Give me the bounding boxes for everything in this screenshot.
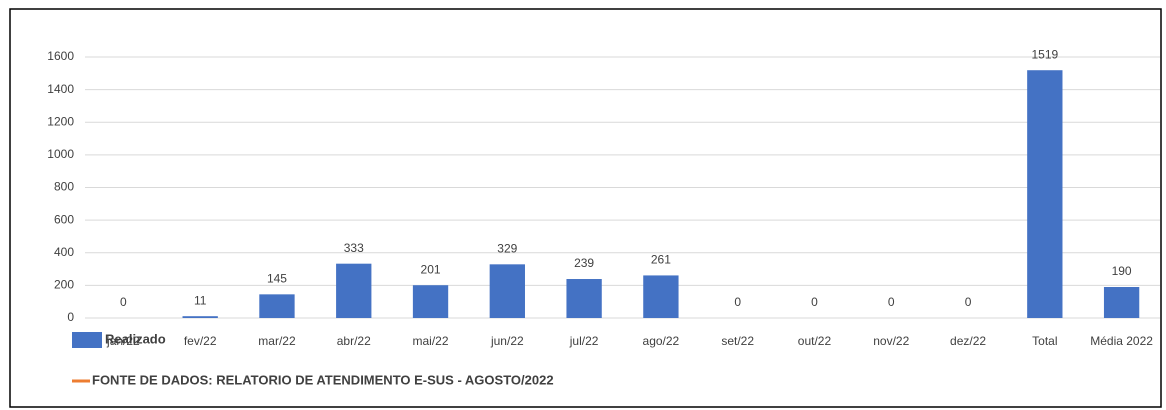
data-label: 0 <box>811 295 818 309</box>
y-tick-label: 1400 <box>47 82 74 96</box>
data-label: 11 <box>194 293 207 307</box>
x-tick-label: Total <box>1032 334 1057 348</box>
data-label: 0 <box>120 295 127 309</box>
bar <box>1027 70 1063 318</box>
data-label: 0 <box>965 295 972 309</box>
data-label: 0 <box>888 295 895 309</box>
bar <box>1103 287 1140 318</box>
bar <box>643 275 679 318</box>
y-tick-label: 400 <box>54 245 74 259</box>
x-tick-label: dez/22 <box>950 334 986 348</box>
x-tick-label: abr/22 <box>337 334 371 348</box>
x-tick-label: ago/22 <box>643 334 680 348</box>
x-tick-label: jan/22 <box>106 334 140 348</box>
bar <box>259 294 295 318</box>
y-tick-label: 600 <box>54 212 74 226</box>
x-tick-label: Média 2022 <box>1090 334 1153 348</box>
data-label: 239 <box>574 256 594 270</box>
data-label: 1519 <box>1031 47 1058 61</box>
bar <box>489 264 525 318</box>
data-label: 261 <box>651 253 671 267</box>
data-label: 329 <box>497 242 517 256</box>
bar <box>412 285 449 318</box>
data-label: 0 <box>734 295 741 309</box>
legend-label: FONTE DE DADOS: RELATORIO DE ATENDIMENTO… <box>92 372 554 387</box>
x-tick-label: out/22 <box>798 334 832 348</box>
data-label: 190 <box>1112 264 1132 278</box>
data-label: 201 <box>421 262 441 276</box>
legend-label: Realizado <box>105 331 166 346</box>
y-tick-label: 0 <box>67 310 74 324</box>
x-tick-label: set/22 <box>721 334 754 348</box>
x-tick-label: nov/22 <box>873 334 909 348</box>
y-tick-label: 800 <box>54 180 74 194</box>
y-tick-label: 200 <box>54 278 74 292</box>
x-tick-label: jun/22 <box>490 334 524 348</box>
bar <box>182 316 218 318</box>
x-tick-label: jul/22 <box>569 334 599 348</box>
data-label: 333 <box>344 241 364 255</box>
x-tick-label: mar/22 <box>258 334 296 348</box>
y-tick-label: 1200 <box>47 114 74 128</box>
bar <box>566 279 602 318</box>
y-tick-label: 1600 <box>47 49 74 63</box>
data-label: 145 <box>267 272 287 286</box>
chart-frame <box>9 8 1162 408</box>
x-tick-label: mai/22 <box>413 334 449 348</box>
x-tick-label: fev/22 <box>184 334 217 348</box>
y-tick-label: 1000 <box>47 147 74 161</box>
bar <box>336 263 372 318</box>
legend-swatch <box>72 332 102 348</box>
